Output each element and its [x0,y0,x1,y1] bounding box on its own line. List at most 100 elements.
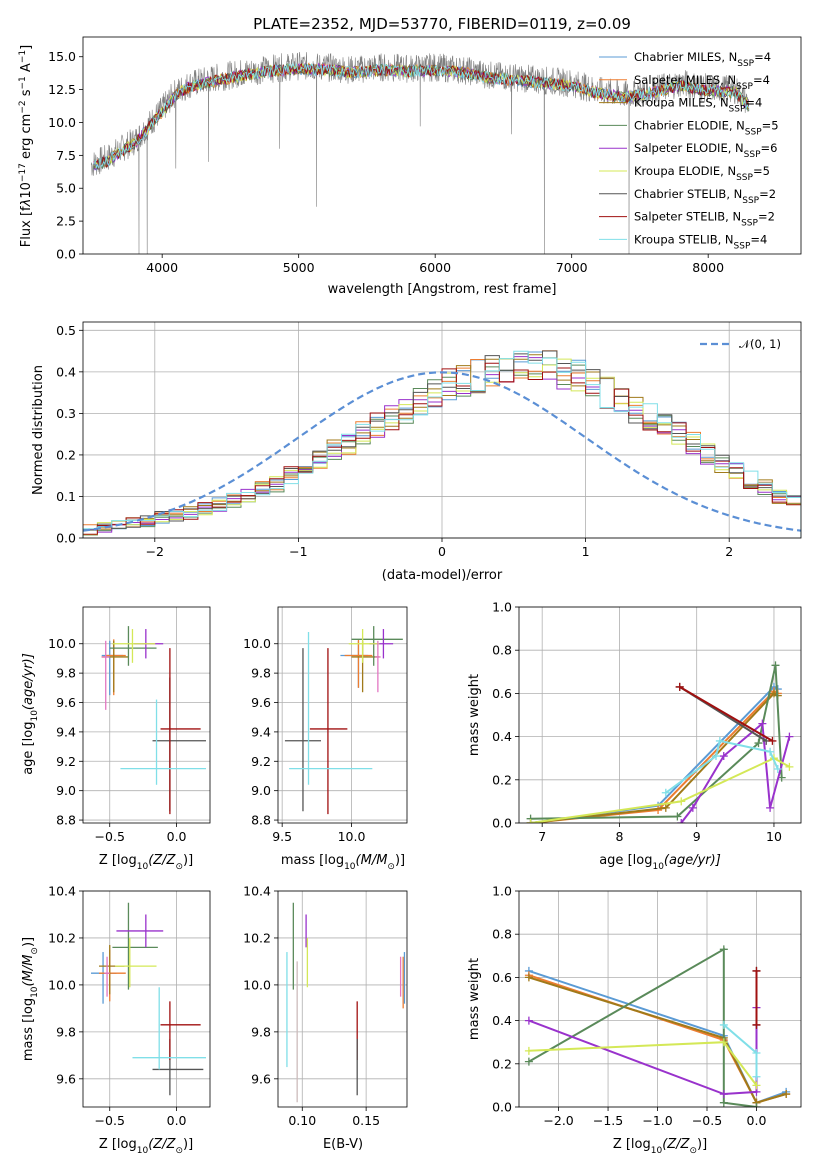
y-tick-label: 9.6 [251,1071,271,1086]
series-marker [526,819,535,823]
legend-label: Salpeter STELIB, NSSP=2 [634,210,775,229]
series-marker [752,1049,761,1057]
series-line [530,692,779,823]
series-marker [688,803,697,812]
plot-area [284,626,403,815]
x-axis-label-part: 10 [137,1146,149,1156]
y-tick-label: 0.5 [56,323,76,338]
y-axis-label-part: A [19,63,34,76]
legend-label: Kroupa STELIB, NSSP=4 [634,232,767,251]
legend-label-part: =4 [745,96,762,110]
y-tick-label: 9.8 [56,1024,76,1039]
axes-frame [518,890,802,1108]
legend-label-part: Kroupa MILES, N [634,96,729,110]
legend-label: Chabrier ELODIE, NSSP=5 [634,118,779,137]
legend-label-part: SSP [745,127,762,137]
x-axis-label-part: (Z/Z [148,853,176,868]
series-marker [524,973,533,982]
x-axis-label-part: 10 [651,1146,663,1156]
legend-label-part: Salpeter MILES, N [634,73,736,87]
y-axis-label: mass [log10(M/M⊙)] [21,937,40,1061]
series-marker [719,752,728,761]
legend-label-part: =5 [753,164,770,178]
plot-area [524,945,791,1107]
x-tick-label: 1 [582,544,590,559]
legend-label-part: =2 [758,210,775,224]
x-tick-label: −1.5 [593,1113,623,1128]
series-marker [752,1072,761,1081]
y-axis-label: mass weight [467,958,482,1040]
y-axis-label-part: −17 [18,163,28,182]
x-tick-label: 0.0 [167,1113,187,1128]
y-tick-label: 0.8 [492,643,512,658]
y-tick-label: 0.4 [56,364,76,379]
y-tick-label: 9.8 [251,666,271,681]
y-axis-label-part: ] [19,45,34,50]
x-axis-label-part: )] [183,1137,193,1152]
series-marker [524,1046,533,1055]
x-tick-label: −0.5 [692,1113,722,1128]
series-line [530,757,790,823]
model-spectrum-line [93,62,750,170]
legend-label-part: =4 [753,73,770,87]
axes-frame [82,606,211,824]
x-tick-label: 2 [725,544,733,559]
x-axis-label: E(B-V) [323,1137,363,1152]
legend-label: Salpeter MILES, NSSP=4 [634,73,770,92]
y-axis-label-part: erg cm [19,114,34,163]
x-tick-label: −2 [146,544,164,559]
y-tick-label: 9.6 [56,1071,76,1086]
plot-area [91,902,206,1096]
series-line [528,976,787,1104]
legend-label: 𝒩(0, 1) [739,337,781,351]
y-tick-label: 10.4 [243,884,271,899]
series-marker [771,661,780,670]
series-marker [677,797,686,806]
series-marker [752,1103,761,1107]
y-tick-label: 10.0 [48,977,76,992]
y-axis-label-part: )] [21,937,36,947]
legend-label-part: SSP [729,105,746,115]
y-axis-label-part: s [19,89,34,100]
series-marker [677,819,686,823]
y-tick-label: 8.8 [56,813,76,828]
y-tick-label: 0.0 [492,1100,512,1115]
plot-area [90,51,750,254]
x-tick-label: 0.0 [747,1113,767,1128]
y-tick-label: 0.2 [56,447,76,462]
mass-weight-vs-metallicity-panel: −2.0 −1.5 −1.0 −0.5 0.0 0.0 0.2 0.4 0.6 0.8 1.0 Z [… [467,884,802,1156]
y-axis-label-part: (age/yr)] [21,653,36,710]
y-tick-label: 0.0 [56,247,76,262]
y-tick-label: 0.4 [492,729,512,744]
y-axis-label-part: 10 [19,182,34,199]
y-axis-label: mass weight [467,674,482,756]
series-marker [785,732,794,741]
series-line [528,947,757,1107]
series-marker [673,812,682,821]
model-spectrum-line [93,63,750,170]
x-tick-label: −0.5 [95,829,125,844]
y-tick-label: 9.2 [56,754,76,769]
x-axis-label-part: Z [log [99,853,137,868]
legend-label: Kroupa MILES, NSSP=4 [634,96,762,115]
figure-title: PLATE=2352, MJD=53770, FIBERID=0119, z=0… [253,15,631,33]
legend-label: Chabrier MILES, NSSP=4 [634,50,771,69]
legend-label-part: SSP [737,59,754,69]
series-marker [719,1020,728,1029]
legend-label-part: SSP [734,241,751,251]
y-tick-label: 9.0 [251,783,271,798]
y-axis-label: Normed distribution [31,365,46,495]
x-axis-label-part: ⊙ [175,862,183,872]
x-tick-label: 0.10 [288,1113,316,1128]
y-tick-label: 9.8 [251,1024,271,1039]
axes-frame [277,606,408,824]
legend-label-part: Chabrier STELIB, N [634,187,742,201]
series-marker [785,762,794,771]
series-line [530,689,779,823]
x-tick-label: 9.5 [272,829,292,844]
legend-label-part: SSP [736,82,753,92]
x-axis-label: wavelength [Angstrom, rest frame] [328,282,557,297]
x-tick-label: −1.0 [642,1113,672,1128]
